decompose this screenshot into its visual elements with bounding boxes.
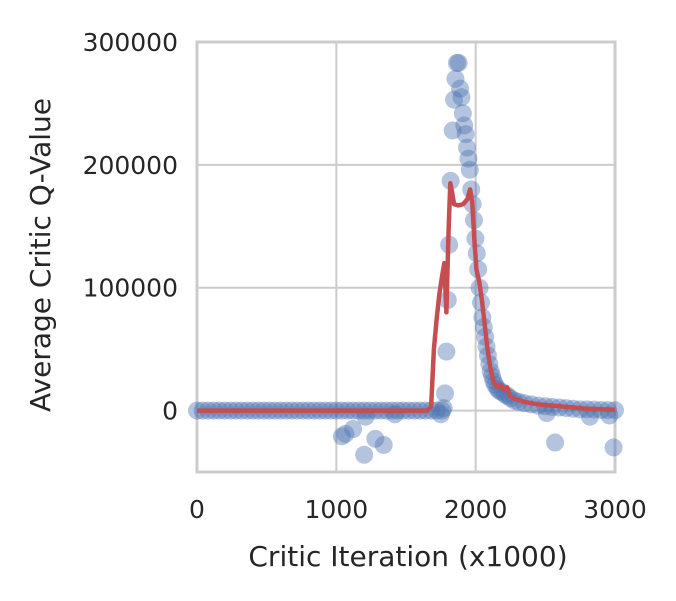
x-tick-label: 3000 <box>583 495 647 524</box>
scatter-point <box>445 90 464 109</box>
scatter-point <box>452 88 471 107</box>
y-tick-label: 300000 <box>83 28 178 57</box>
x-tick-labels: 0 1000 2000 3000 <box>189 495 647 524</box>
scatter-point <box>366 429 385 448</box>
scatter-point <box>434 399 453 418</box>
scatter-point <box>449 53 468 72</box>
scatter-point <box>374 435 393 454</box>
scatter-point <box>606 401 624 420</box>
scatter-point <box>431 405 450 424</box>
scatter-point <box>458 138 477 157</box>
scatter-point <box>580 407 599 426</box>
scatter-point <box>355 445 374 464</box>
scatter-point <box>455 116 474 135</box>
scatter-point <box>451 79 470 98</box>
line-series <box>197 181 616 413</box>
scatter-point <box>446 69 465 88</box>
y-tick-label: 0 <box>162 397 178 426</box>
scatter-point <box>537 404 556 423</box>
trend-line <box>197 181 616 413</box>
scatter-point <box>460 160 479 179</box>
scatter-point <box>433 401 452 420</box>
scatter-point <box>336 424 355 443</box>
scatter-point <box>447 53 466 72</box>
scatter-point <box>604 438 623 457</box>
plot-background <box>195 40 617 474</box>
scatter-point <box>456 125 475 144</box>
x-tick-label: 0 <box>189 495 205 524</box>
scatter-point <box>436 384 455 403</box>
x-axis-label: Critic Iteration (x1000) <box>248 540 567 573</box>
y-tick-label: 100000 <box>83 274 178 303</box>
y-axis-label: Average Critic Q-Value <box>24 98 57 412</box>
scatter-point <box>546 433 565 452</box>
scatter-point <box>332 427 351 446</box>
scatter-point <box>385 405 404 424</box>
y-tick-label: 200000 <box>83 151 178 180</box>
scatter-point <box>437 342 456 361</box>
scatter-point <box>453 104 472 123</box>
x-tick-label: 2000 <box>444 495 508 524</box>
scatter-point <box>441 171 460 190</box>
y-tick-labels: 0 100000 200000 300000 <box>83 28 178 426</box>
scatter-point <box>443 121 462 140</box>
scatter-point <box>459 149 478 168</box>
scatter-point <box>422 401 441 420</box>
scatter-point <box>344 420 363 438</box>
x-tick-label: 1000 <box>305 495 369 524</box>
